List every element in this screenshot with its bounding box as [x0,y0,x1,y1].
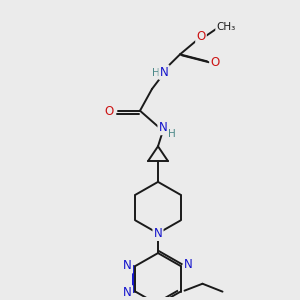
Text: N: N [184,258,193,272]
Text: N: N [123,260,132,272]
Text: N: N [159,121,167,134]
Text: CH₃: CH₃ [216,22,236,32]
Text: O: O [196,30,206,43]
Text: H: H [152,68,160,78]
Text: H: H [168,129,176,140]
Text: N: N [123,286,132,299]
Text: O: O [104,105,114,118]
Text: N: N [160,66,168,79]
Text: O: O [210,56,220,69]
Text: N: N [154,227,162,240]
